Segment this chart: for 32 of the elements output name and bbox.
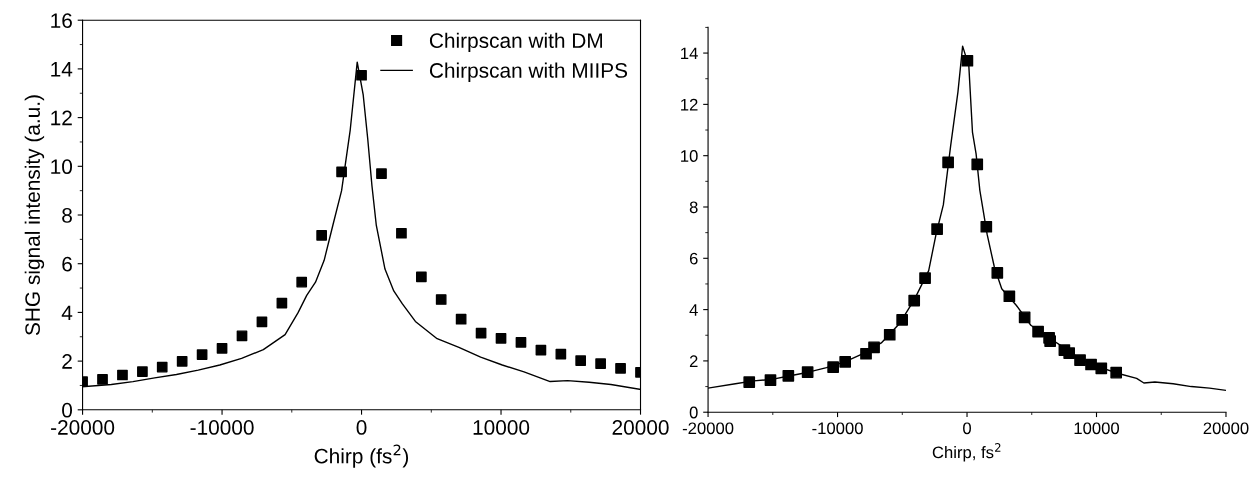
y-tick-label: 0: [62, 402, 73, 418]
x-tick-label: 0: [356, 420, 367, 435]
x-tick-label: 0: [963, 422, 972, 435]
y-tick-label: 10: [681, 150, 698, 162]
legend-label: Chirpscan with MIIPS: [429, 62, 628, 82]
y-tick-label: 8: [689, 201, 698, 214]
x-tick-label: 10000: [473, 420, 530, 435]
y-tick-label: 14: [51, 62, 73, 77]
y-tick-label: 6: [62, 256, 72, 272]
x-tick-label: -20000: [51, 420, 115, 435]
y-tick-label: 10: [51, 159, 73, 175]
x-tick-label: -10000: [190, 420, 254, 435]
y-tick-label: 16: [51, 13, 72, 28]
y-tick-label: 0: [689, 406, 698, 419]
x-tick-label: 20000: [612, 420, 669, 435]
y-axis-title: SHG signal intensity (a.u.): [24, 95, 45, 336]
y-tick-label: 4: [689, 304, 698, 316]
y-tick-label: 6: [689, 252, 698, 265]
x-axis-title: Chirp (fs$^{2}$): [314, 444, 409, 468]
y-tick-label: 8: [62, 208, 72, 223]
y-tick-label: 14: [681, 47, 698, 60]
x-tick-label: 20000: [1203, 422, 1249, 435]
x-tick-label: 10000: [1074, 422, 1120, 435]
x-tick-label: -20000: [682, 422, 734, 435]
y-tick-label: 12: [51, 110, 72, 126]
x-tick-label: -10000: [812, 422, 863, 435]
legend-label: Chirpscan with DM: [429, 32, 602, 53]
y-tick-label: 12: [681, 98, 698, 111]
y-tick-label: 2: [62, 354, 72, 369]
x-axis-title: Chirp, fs$^{2}$: [932, 443, 1001, 462]
y-tick-label: 4: [61, 305, 73, 320]
y-tick-label: 2: [689, 355, 698, 367]
